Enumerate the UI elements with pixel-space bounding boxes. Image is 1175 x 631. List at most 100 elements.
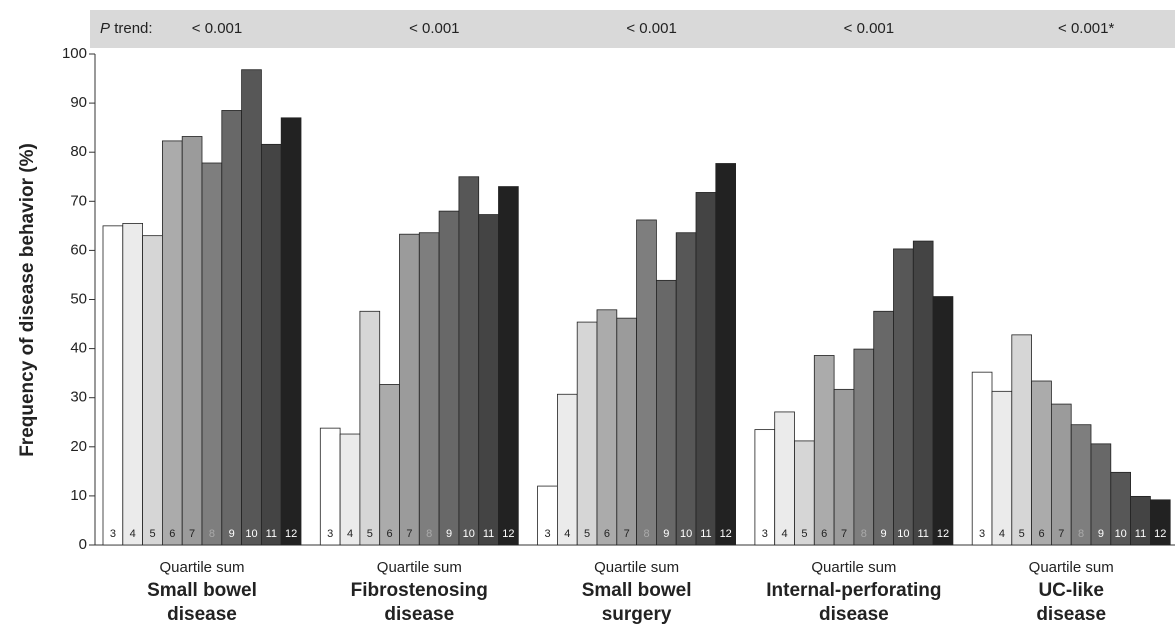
bar-number: 12 xyxy=(502,528,514,540)
bar-number: 3 xyxy=(979,528,985,540)
y-tick-label: 90 xyxy=(70,94,87,111)
bar xyxy=(241,69,262,546)
bar xyxy=(201,162,223,546)
bar xyxy=(1150,499,1171,546)
group-label: disease xyxy=(167,604,237,625)
p-trend-value: < 0.001* xyxy=(1058,20,1114,37)
group-label: disease xyxy=(1036,604,1106,625)
bar xyxy=(932,296,954,546)
bar xyxy=(458,176,480,546)
bar xyxy=(280,117,302,546)
p-trend-value: < 0.001 xyxy=(626,20,676,37)
group-label: Fibrostenosing xyxy=(351,580,488,601)
bar xyxy=(636,219,657,546)
y-tick-label: 40 xyxy=(70,340,87,357)
bar xyxy=(418,232,440,546)
p-trend-label: P trend: xyxy=(100,20,153,37)
p-trend-band xyxy=(90,10,1175,48)
bar-number: 11 xyxy=(917,528,928,540)
bar xyxy=(971,371,993,546)
bar-number: 3 xyxy=(110,528,116,540)
bar-number: 6 xyxy=(387,528,393,540)
p-trend-value: < 0.001 xyxy=(844,20,894,37)
bar xyxy=(853,348,875,546)
bar-number: 3 xyxy=(762,528,768,540)
bar-number: 10 xyxy=(680,528,692,540)
bar xyxy=(122,222,144,546)
bar xyxy=(695,192,717,546)
group-sublabel: Quartile sum xyxy=(811,559,896,576)
group-label: disease xyxy=(384,604,454,625)
bar-number: 4 xyxy=(999,528,1005,540)
bar-number: 9 xyxy=(229,528,235,540)
bar xyxy=(557,393,578,546)
bar-number: 12 xyxy=(285,528,297,540)
bar-number: 5 xyxy=(584,528,590,540)
bar-number: 9 xyxy=(1098,528,1104,540)
bar xyxy=(873,310,894,546)
group-label: Internal-perforating xyxy=(766,580,941,601)
bar-number: 4 xyxy=(347,528,353,540)
y-tick-label: 80 xyxy=(70,143,87,160)
bar xyxy=(438,210,460,546)
bar-number: 4 xyxy=(782,528,788,540)
bar xyxy=(498,186,519,546)
y-tick-label: 30 xyxy=(70,389,87,406)
bar-number: 5 xyxy=(367,528,373,540)
bar xyxy=(596,309,618,546)
group-sublabel: Quartile sum xyxy=(594,559,679,576)
p-trend-value: < 0.001 xyxy=(192,20,242,37)
bar xyxy=(260,143,282,546)
bar xyxy=(1031,380,1052,546)
bar-number: 6 xyxy=(1038,528,1044,540)
bar xyxy=(813,355,835,546)
bar-number: 6 xyxy=(821,528,827,540)
bar xyxy=(576,321,598,546)
bar xyxy=(359,310,381,546)
bar-number: 8 xyxy=(643,528,649,540)
bar-number: 7 xyxy=(841,528,847,540)
group-label: Small bowel xyxy=(147,580,257,601)
bar-number: 5 xyxy=(149,528,155,540)
bar-number: 9 xyxy=(881,528,887,540)
bar-number: 11 xyxy=(266,528,277,540)
bar-number: 8 xyxy=(209,528,215,540)
bar xyxy=(774,411,795,546)
bar xyxy=(399,233,420,546)
bar-number: 8 xyxy=(426,528,432,540)
bar-number: 7 xyxy=(406,528,412,540)
bar-number: 6 xyxy=(169,528,175,540)
bar-number: 12 xyxy=(720,528,732,540)
bar-number: 5 xyxy=(801,528,807,540)
bar xyxy=(656,279,677,546)
bar-number: 7 xyxy=(624,528,630,540)
bar-number: 9 xyxy=(663,528,669,540)
bar xyxy=(1011,334,1032,546)
p-italic: P xyxy=(100,20,110,37)
bar-number: 10 xyxy=(897,528,909,540)
y-tick-label: 10 xyxy=(70,487,87,504)
group-label: Small bowel xyxy=(582,580,692,601)
y-tick-label: 50 xyxy=(70,290,87,307)
bar-number: 12 xyxy=(1154,528,1166,540)
bar xyxy=(1051,403,1072,546)
bar-number: 3 xyxy=(327,528,333,540)
bar xyxy=(142,235,163,546)
bar xyxy=(893,248,914,546)
bar xyxy=(616,317,637,546)
bar xyxy=(221,110,243,546)
p-trend-text: trend: xyxy=(114,20,152,37)
bar xyxy=(715,163,736,546)
group-sublabel: Quartile sum xyxy=(1029,559,1114,576)
bar xyxy=(991,390,1013,546)
bar-number: 10 xyxy=(245,528,257,540)
bar-number: 8 xyxy=(861,528,867,540)
bar-number: 10 xyxy=(463,528,475,540)
bar xyxy=(181,136,203,546)
bar-number: 4 xyxy=(564,528,570,540)
bar-number: 7 xyxy=(189,528,195,540)
bar-number: 8 xyxy=(1078,528,1084,540)
bar xyxy=(102,225,124,546)
group-label: surgery xyxy=(602,604,672,625)
bar-number: 11 xyxy=(483,528,494,540)
